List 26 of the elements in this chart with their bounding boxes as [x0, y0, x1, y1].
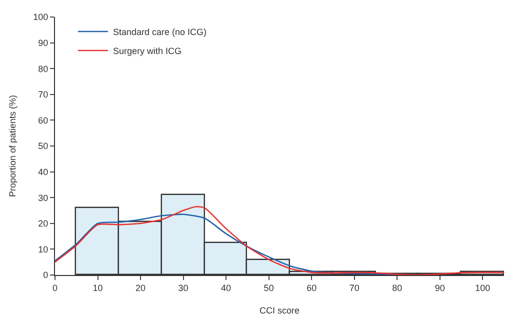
y-tick-label: 60 [38, 115, 48, 126]
x-tick-label: 50 [264, 282, 274, 293]
x-tick-label: 20 [136, 282, 146, 293]
y-tick-label: 30 [38, 192, 48, 203]
y-tick-label: 90 [38, 38, 48, 48]
x-tick-label: 10 [92, 282, 103, 293]
x-tick-label: 100 [475, 282, 490, 293]
x-tick-label: 80 [392, 282, 402, 293]
y-tick-label: 40 [38, 166, 48, 177]
y-tick-label: 100 [33, 12, 48, 22]
x-tick-label: 0 [52, 282, 58, 293]
x-axis-title: CCI score [259, 306, 300, 316]
y-tick-label: 0 [43, 270, 48, 280]
y-axis-title: Proportion of patients (%) [8, 94, 18, 198]
y-tick-label: 80 [38, 64, 48, 74]
y-tick-label: 70 [38, 90, 48, 100]
x-tick-label: 40 [221, 282, 232, 293]
y-tick-label: 50 [38, 141, 48, 152]
x-tick-label: 90 [434, 282, 445, 293]
y-tick-label: 10 [38, 244, 48, 254]
x-tick-label: 60 [306, 282, 317, 293]
y-tick-label: 20 [38, 218, 48, 229]
x-tick-label: 30 [178, 282, 188, 293]
legend-label: Standard care (no ICG) [112, 27, 207, 38]
x-tick-label: 70 [349, 282, 360, 293]
legend-label: Surgery with ICG [112, 46, 182, 56]
